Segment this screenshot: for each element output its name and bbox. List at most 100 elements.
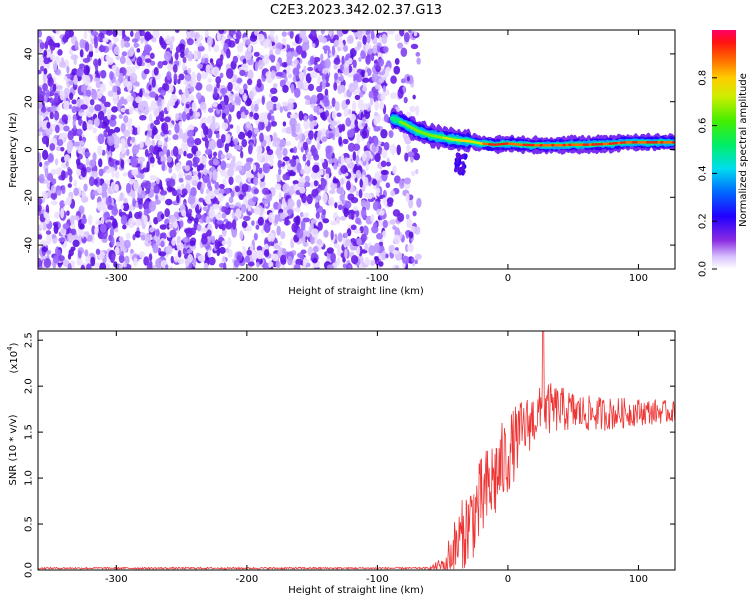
spectrogram-noise-cell [293,146,298,154]
spectrogram-noise-cell [380,160,387,168]
spectrogram-noise-cell [49,111,54,120]
spectrogram-noise-cell [326,247,334,254]
spectrogram-noise-cell [144,44,152,53]
spectrogram-noise-cell [222,255,226,263]
spectrogram-noise-cell [72,215,80,221]
colorbar: 0.0 0.2 0.4 0.6 0.8 Normalized spectral ampl… [698,30,749,277]
spectrogram-noise-cell [97,58,102,67]
spectrogram-noise-cell [126,95,134,103]
spectrogram-noise-cell [52,60,58,72]
spectrogram-noise-cell [298,110,304,121]
spectrogram-noise-cell [54,68,61,76]
spectrogram-noise-cell [175,162,182,172]
spectrogram-noise-cell [256,261,260,268]
spectrogram-noise-cell [404,152,409,162]
spectrogram-noise-cell [200,71,208,80]
spectrogram-noise-cell [46,173,54,182]
spectrogram-noise-cell [262,163,271,174]
spectrogram-noise-cell [378,58,385,67]
spectrogram-noise-cell [155,228,160,237]
spectrogram-noise-cell [142,167,150,173]
spectrogram-noise-cell [50,169,58,176]
spectrogram-noise-cell [221,112,226,120]
spectrogram-noise-cell [120,122,126,133]
spectrogram-noise-cell [320,53,324,62]
spectrogram-noise-cell [331,97,336,108]
spectrogram-noise-cell [235,208,242,219]
spectrogram-noise-cell [125,148,130,157]
snr-y-tick-label: 2.0 [24,378,35,394]
spectrogram-noise-cell [324,88,329,96]
spectrogram-noise-cell [275,71,283,77]
spectrogram-noise-cell [71,68,79,76]
spectrogram-noise-cell [414,253,422,260]
spectrogram-noise-cell [53,97,59,103]
spectrogram-noise-cell [204,57,209,65]
spectrogram-noise-cell [205,84,213,92]
spectrogram-noise-cell [252,164,257,173]
spectrogram-noise-cell [120,204,124,210]
spectrogram-noise-cell [380,169,389,176]
spectrogram-noise-cell [130,30,134,37]
spectrogram-ridge-core [571,143,576,147]
spectrogram-noise-cell [165,264,169,269]
spectrogram-noise-cell [240,150,244,159]
spectrogram-noise-cell [253,51,260,57]
spectrogram-noise-cell [244,109,249,116]
spectrogram-noise-cell [141,108,149,114]
spectrogram-noise-cell [164,208,171,218]
spectrogram-noise-cell [350,224,357,231]
spectrogram-noise-cell [217,193,224,203]
spectrogram-noise-cell [363,110,371,120]
spectrogram-noise-cell [161,160,166,172]
spectrogram-noise-cell [186,129,195,138]
spectrogram-noise-cell [189,240,196,247]
spectrogram-noise-cell [281,197,286,209]
spectrogram-x-tick-label: -300 [105,273,128,284]
spectrogram-noise-cell [123,129,130,138]
snr-y-tick-label: 0.0 [24,562,35,578]
spectrogram-noise-cell [376,114,381,124]
spectrogram-noise-cell [212,66,220,77]
spectrogram-noise-cell [278,139,286,148]
spectrogram-noise-cell [286,101,294,111]
snr-x-tick-label: -100 [366,574,389,585]
spectrogram-noise-cell [138,251,146,259]
spectrogram-noise-cell [358,30,363,36]
spectrogram-noise-cell [54,124,60,134]
spectrogram-noise-cell [39,221,44,229]
spectrogram-noise-cell [81,189,86,199]
spectrogram-ridge-core [665,141,670,144]
spectrogram-noise-cell [336,112,342,118]
spectrogram-ridge-core [536,143,541,147]
spectrogram-noise-cell [289,185,295,196]
spectrogram-noise-cell [183,143,189,153]
spectrogram-noise-cell [356,133,361,145]
spectrogram-ridge-core [530,143,535,147]
spectrogram-noise-cell [405,193,410,203]
spectrogram-noise-cell [282,183,290,194]
spectrogram-ridge-cell [455,152,460,158]
spectrogram-noise-cell [67,130,74,141]
spectrogram-y-label: Frequency (Hz) [8,112,19,188]
spectrogram-noise-cell [99,262,107,269]
spectrogram-noise-cell [350,255,359,265]
spectrogram-noise-cell [415,52,421,57]
spectrogram-noise-cell [340,177,344,186]
spectrogram-noise-cell [179,220,184,228]
spectrogram-noise-cell [93,178,99,186]
spectrogram-noise-cell [298,177,306,183]
spectrogram-noise-cell [374,100,379,111]
spectrogram-noise-cell [413,152,421,161]
spectrogram-noise-cell [290,83,295,94]
spectrogram-noise-cell [149,175,157,181]
spectrogram-noise-cell [300,211,304,218]
spectrogram-noise-cell [135,81,140,87]
spectrogram-ridge-core [631,141,636,144]
spectrogram-ridge-core [651,141,656,144]
spectrogram-noise-cell [121,51,128,57]
spectrogram-noise-cell [268,212,275,223]
spectrogram-noise-cell [406,144,411,153]
spectrogram-noise-cell [282,173,289,181]
spectrogram-noise-cell [122,224,127,230]
